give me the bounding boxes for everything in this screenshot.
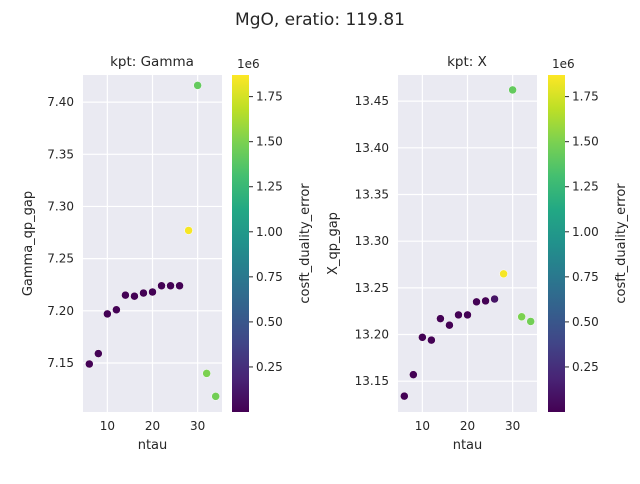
x-tick-label: 30 — [190, 419, 205, 433]
x-axis-label: ntau — [453, 438, 483, 453]
colorbar-tick-label: 1.25 — [572, 180, 599, 194]
y-tick-label: 7.35 — [47, 147, 74, 161]
colorbar-tick-label: 0.25 — [256, 360, 283, 374]
colorbar-tick-label: 0.75 — [572, 270, 599, 284]
colorbar-tick-label: 1.00 — [572, 225, 599, 239]
data-point — [400, 391, 409, 401]
data-point — [184, 226, 193, 235]
colorbar-offset-text: 1e6 — [552, 57, 575, 71]
x-tick-label: 10 — [100, 419, 115, 433]
y-tick-label: 7.30 — [47, 199, 74, 213]
colorbar — [548, 75, 565, 412]
y-tick-label: 7.20 — [47, 304, 74, 318]
x-tick-label: 20 — [145, 419, 160, 433]
data-point — [427, 335, 436, 345]
colorbar-tick-label: 1.75 — [572, 90, 599, 104]
data-point — [139, 288, 148, 298]
colorbar-tick-label: 1.75 — [256, 90, 283, 104]
data-point — [121, 290, 130, 300]
y-tick-label: 7.15 — [47, 356, 74, 370]
colorbar-tick-label: 1.50 — [572, 135, 599, 149]
data-point — [409, 370, 418, 379]
subplot-title: kpt: X — [447, 54, 487, 70]
data-point — [418, 333, 427, 342]
colorbar-label: cosft_duality_error — [298, 183, 313, 304]
data-point — [148, 287, 157, 297]
x-tick-label: 30 — [505, 419, 520, 433]
subplot-x: 10 20 30 13.15 13.20 13.25 13.30 13.35 13.40 13.4… — [326, 54, 629, 453]
data-point — [157, 281, 166, 291]
y-tick-label: 7.25 — [47, 252, 74, 266]
y-axis-label: X_qp_gap — [326, 212, 341, 275]
data-point — [508, 85, 517, 95]
data-point — [193, 81, 202, 90]
x-tick-label: 10 — [415, 419, 430, 433]
data-point — [517, 312, 526, 322]
y-tick-label: 13.45 — [355, 94, 389, 108]
data-point — [445, 320, 454, 330]
data-point — [175, 281, 184, 291]
y-tick-label: 13.25 — [355, 281, 389, 295]
data-point — [166, 281, 175, 291]
colorbar-label: cosft_duality_error — [614, 183, 629, 304]
subplot-gamma: 10 20 30 7.15 7.20 7.25 7.30 7.35 7.40 kpt: Gamma… — [21, 54, 313, 453]
colorbar-tick-label: 1.00 — [256, 225, 283, 239]
y-tick-label: 13.15 — [355, 374, 389, 388]
data-point — [112, 305, 121, 315]
y-tick-label: 13.30 — [355, 234, 389, 248]
data-point — [94, 349, 103, 358]
colorbar-tick-label: 0.25 — [572, 360, 599, 374]
data-point — [130, 291, 139, 301]
data-point — [211, 392, 220, 401]
colorbar-tick-label: 1.50 — [256, 135, 283, 149]
figure-suptitle: MgO, eratio: 119.81 — [235, 10, 405, 30]
y-tick-label: 13.35 — [355, 187, 389, 201]
y-tick-label: 7.40 — [47, 95, 74, 109]
data-point — [202, 369, 211, 378]
data-point — [490, 294, 499, 304]
colorbar-tick-label: 0.50 — [572, 315, 599, 329]
data-point — [85, 359, 94, 369]
y-tick-label: 13.40 — [355, 141, 389, 155]
colorbar — [232, 75, 249, 412]
colorbar-tick-label: 1.25 — [256, 180, 283, 194]
y-axis-label: Gamma_qp_gap — [21, 191, 36, 296]
colorbar-tick-label: 0.75 — [256, 270, 283, 284]
data-point — [526, 317, 535, 326]
subplot-title: kpt: Gamma — [110, 54, 194, 70]
data-point — [103, 309, 112, 319]
colorbar-offset-text: 1e6 — [237, 57, 260, 71]
data-point — [454, 310, 463, 320]
x-tick-label: 20 — [460, 419, 475, 433]
data-point — [481, 296, 490, 306]
y-tick-label: 13.20 — [355, 328, 389, 342]
data-point — [436, 314, 445, 323]
data-point — [499, 269, 508, 279]
data-point — [472, 297, 481, 307]
data-point — [463, 310, 472, 320]
x-axis-label: ntau — [138, 438, 168, 453]
colorbar-tick-label: 0.50 — [256, 315, 283, 329]
